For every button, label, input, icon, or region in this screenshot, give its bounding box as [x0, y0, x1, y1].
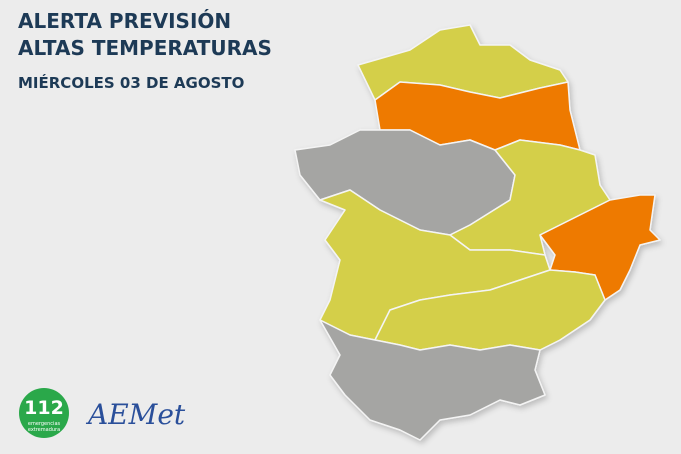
title-line: ALTAS TEMPERATURAS: [18, 36, 272, 60]
map: [294, 24, 661, 441]
region-south-gray: [319, 319, 546, 441]
title-line: ALERTA PREVISIÓN: [18, 9, 231, 33]
logo-circle: [19, 388, 69, 438]
logo-text: emergencias: [28, 421, 61, 427]
logo-number: 112: [24, 397, 64, 419]
logo-text: extremadura: [28, 427, 60, 433]
logo-aemet: AEMet: [85, 398, 186, 431]
date: MIÉRCOLES 03 DE AGOSTO: [18, 73, 244, 92]
logo-112: 112 emergencias extremadura: [19, 388, 69, 438]
